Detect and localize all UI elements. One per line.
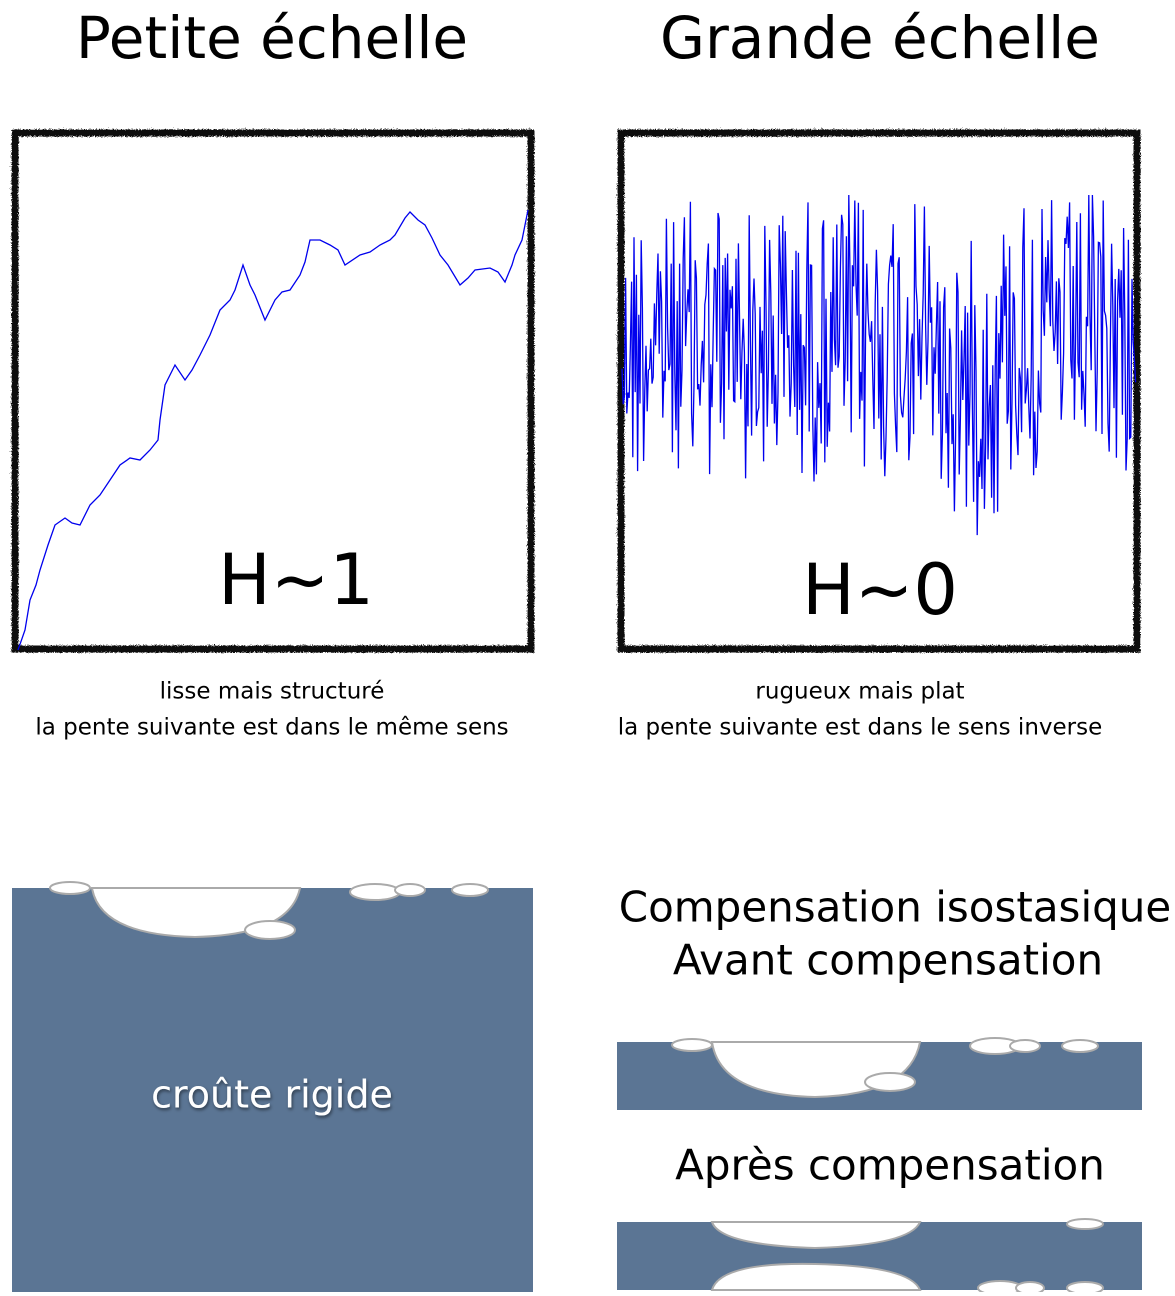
subtitle: Avant compensation bbox=[673, 936, 1103, 985]
subtitle: Après compensation bbox=[675, 1141, 1105, 1190]
smooth-profile bbox=[17, 209, 529, 651]
ice-blobs bbox=[49, 881, 489, 940]
panel-title: Grande échelle bbox=[660, 4, 1100, 72]
crust-label: croûte rigide bbox=[151, 1073, 393, 1117]
hurst-label: H~0 bbox=[802, 549, 958, 631]
caption: rugueux mais plat bbox=[755, 679, 964, 705]
caption: la pente suivante est dans le sens inver… bbox=[618, 715, 1103, 741]
caption: la pente suivante est dans le même sens bbox=[35, 715, 508, 741]
caption: lisse mais structuré bbox=[160, 679, 385, 705]
crust-block bbox=[12, 888, 533, 1292]
plot-frame bbox=[10, 128, 534, 652]
hurst-label: H~1 bbox=[218, 539, 374, 621]
plot-frame bbox=[616, 128, 1140, 652]
ice-blobs bbox=[710, 1218, 1104, 1296]
panel-title: Petite échelle bbox=[76, 4, 468, 72]
ice-blobs bbox=[671, 1037, 1099, 1099]
rough-profile bbox=[621, 194, 1137, 536]
section-title: Compensation isostasique bbox=[619, 883, 1171, 932]
